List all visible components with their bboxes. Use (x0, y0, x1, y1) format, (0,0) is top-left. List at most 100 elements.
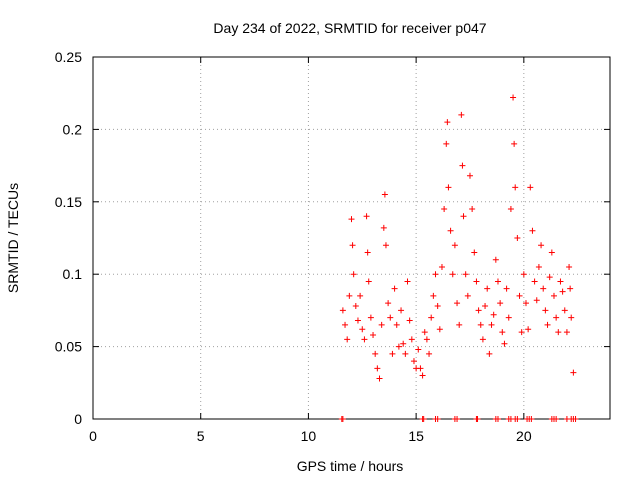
grid-lines (93, 57, 610, 419)
data-point (389, 350, 396, 357)
data-point (464, 292, 471, 299)
data-point (520, 271, 527, 278)
data-point (400, 340, 407, 347)
data-point (456, 321, 463, 328)
data-point (553, 416, 560, 422)
data-point (420, 416, 427, 422)
data-point (522, 300, 529, 307)
data-point (349, 242, 356, 249)
data-point (499, 329, 506, 336)
data-point (528, 416, 535, 422)
data-point (462, 271, 469, 278)
data-point (490, 311, 497, 318)
data-point (527, 184, 534, 191)
data-point (346, 292, 353, 299)
data-point (538, 242, 545, 249)
data-point (434, 303, 441, 310)
data-point (512, 184, 519, 191)
data-point (482, 303, 489, 310)
data-point (550, 292, 557, 299)
data-point (511, 140, 518, 147)
data-point (447, 227, 454, 234)
data-point (423, 336, 430, 343)
data-point (553, 314, 560, 321)
data-point (361, 336, 368, 343)
data-point (494, 416, 501, 422)
data-point (572, 416, 579, 422)
data-point (544, 321, 551, 328)
data-point (503, 285, 510, 292)
data-point (570, 369, 577, 376)
data-point (395, 343, 402, 350)
data-point (475, 307, 482, 314)
data-point (546, 274, 553, 281)
data-point (393, 321, 400, 328)
y-tick-label: 0.25 (55, 49, 82, 65)
data-point (410, 358, 417, 365)
data-point (477, 321, 484, 328)
data-point (438, 263, 445, 270)
data-point (380, 224, 387, 231)
data-point (492, 256, 499, 263)
data-point (488, 321, 495, 328)
data-point (458, 111, 465, 118)
data-point (568, 314, 575, 321)
data-point (372, 350, 379, 357)
data-point (535, 263, 542, 270)
data-point (444, 119, 451, 126)
data-point (426, 350, 433, 357)
data-point (406, 317, 413, 324)
data-point (563, 329, 570, 336)
data-point (494, 278, 501, 285)
data-point (531, 278, 538, 285)
data-point (471, 249, 478, 256)
data-point (505, 314, 512, 321)
data-point (419, 372, 426, 379)
data-point (381, 191, 388, 198)
data-point (363, 213, 370, 220)
data-point (434, 416, 441, 422)
data-point (432, 271, 439, 278)
data-point (449, 271, 456, 278)
data-point (376, 375, 383, 382)
data-point (557, 278, 564, 285)
data-point (507, 206, 514, 213)
data-point (542, 307, 549, 314)
data-point (460, 213, 467, 220)
y-axis-label: SRMTID / TECUs (5, 183, 21, 293)
data-point (441, 206, 448, 213)
data-point (339, 416, 346, 422)
data-point (348, 216, 355, 223)
x-tick-label: 15 (408, 428, 424, 444)
data-point (518, 329, 525, 336)
data-point (529, 227, 536, 234)
data-point (398, 307, 405, 314)
data-point (339, 307, 346, 314)
data-point (417, 365, 424, 372)
chart-title: Day 234 of 2022, SRMTID for receiver p04… (213, 20, 486, 36)
data-point (473, 278, 480, 285)
data-point (428, 314, 435, 321)
data-point (443, 140, 450, 147)
y-tick-label: 0.05 (55, 339, 82, 355)
data-point (354, 317, 361, 324)
y-tick-label: 0 (74, 411, 82, 427)
y-tick-label: 0.2 (63, 121, 83, 137)
x-tick-label: 20 (516, 428, 532, 444)
data-point (454, 300, 461, 307)
data-point (525, 326, 532, 333)
data-point (421, 329, 428, 336)
data-point (510, 94, 517, 101)
data-point (364, 249, 371, 256)
data-point (559, 288, 566, 295)
data-point (415, 346, 422, 353)
data-point (567, 285, 574, 292)
data-point (514, 235, 521, 241)
data-point (540, 285, 547, 292)
data-point (479, 336, 486, 343)
data-point (484, 285, 491, 292)
axis-ticks: 0 5 10 15 20 0 0.05 0.1 0.15 0.2 0.25 (55, 49, 610, 444)
data-point (385, 300, 392, 307)
data-point (548, 249, 555, 256)
data-point (466, 172, 473, 179)
